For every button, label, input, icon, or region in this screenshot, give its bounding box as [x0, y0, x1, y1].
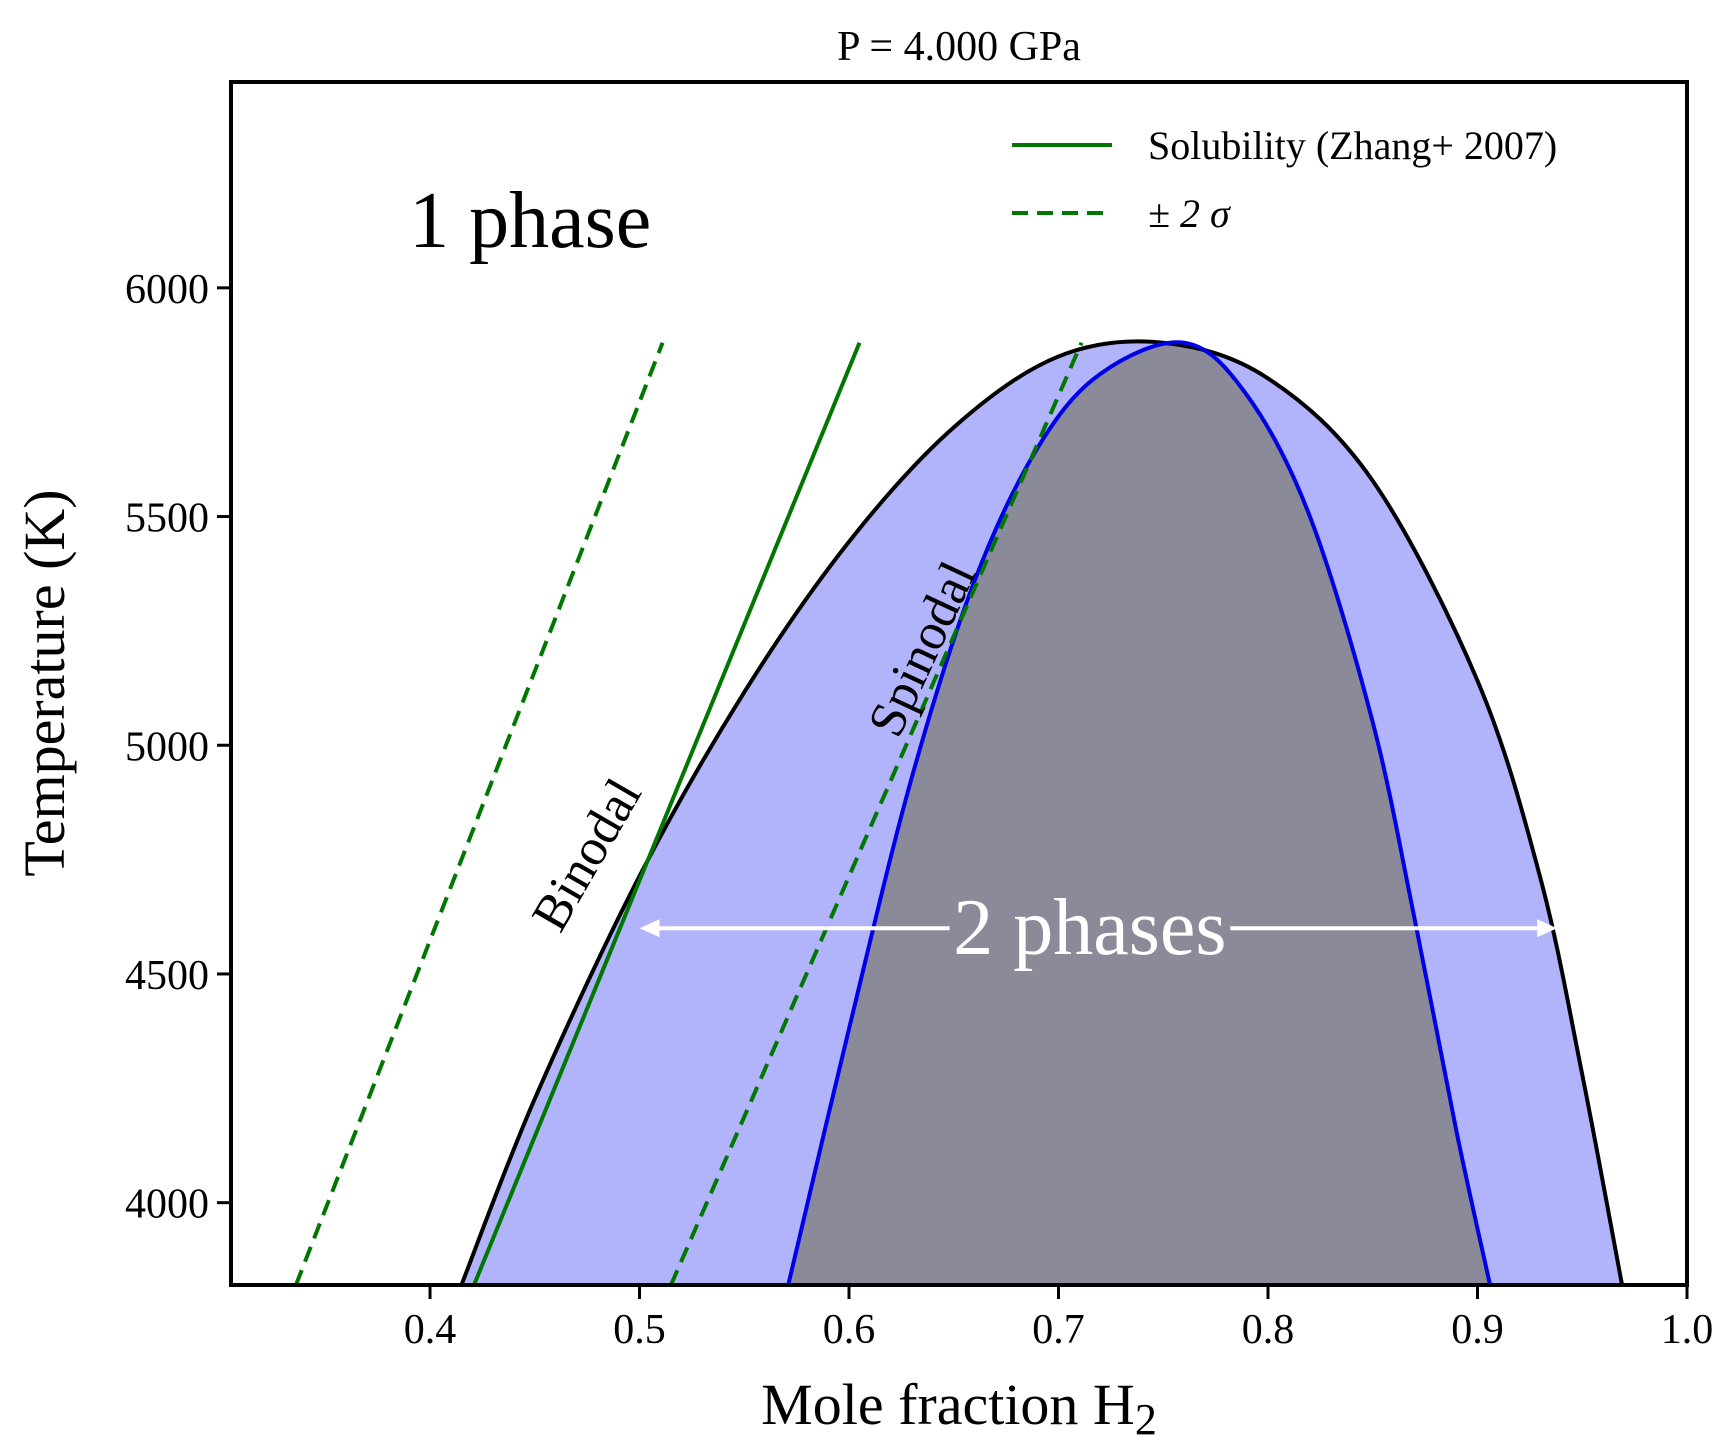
x-axis-title-main: Mole fraction H	[761, 1372, 1135, 1437]
solubility-line	[472, 341, 862, 1285]
y-tick-label: 4000	[125, 1182, 209, 1228]
two-phases-label: 2 phases	[953, 884, 1226, 972]
x-axis-title-subscript: 2	[1135, 1395, 1157, 1444]
x-tick-label: 0.7	[1032, 1307, 1085, 1353]
x-axis-title: Mole fraction H2	[761, 1372, 1157, 1444]
spinodal-region-fill	[788, 342, 1491, 1285]
plot-frame	[229, 80, 1689, 1287]
legend-label-solubility: Solubility (Zhang+ 2007)	[1148, 123, 1557, 168]
two-phase-arrowhead-left	[639, 919, 660, 938]
chart-title: P = 4.000 GPa	[837, 24, 1081, 70]
y-tick-label: 6000	[125, 267, 209, 313]
legend: Solubility (Zhang+ 2007) ± 2 σ	[1012, 123, 1557, 236]
solubility-minus-2sigma-line	[294, 342, 665, 1285]
x-tick-label: 0.6	[823, 1307, 876, 1353]
y-tick-label: 4500	[125, 953, 209, 999]
y-axis-ticks: 4000 4500 5000 5500 6000	[125, 267, 231, 1228]
one-phase-label: 1 phase	[409, 177, 651, 265]
two-phase-arrowhead-right	[1537, 919, 1558, 938]
y-tick-label: 5500	[125, 496, 209, 542]
y-tick-label: 5000	[125, 724, 209, 770]
x-tick-label: 1.0	[1661, 1307, 1714, 1353]
y-axis-title: Temperature (K)	[12, 489, 77, 876]
solubility-plus-2sigma-line	[669, 341, 1084, 1285]
x-axis-ticks: 0.4 0.5 0.6 0.7 0.8 0.9 1.0	[404, 1285, 1713, 1353]
x-tick-label: 0.8	[1242, 1307, 1295, 1353]
legend-label-sigma: ± 2 σ	[1148, 191, 1231, 236]
x-tick-label: 0.9	[1451, 1307, 1504, 1353]
x-tick-label: 0.5	[613, 1307, 666, 1353]
spinodal-curve	[786, 340, 1493, 1285]
x-tick-label: 0.4	[404, 1307, 457, 1353]
